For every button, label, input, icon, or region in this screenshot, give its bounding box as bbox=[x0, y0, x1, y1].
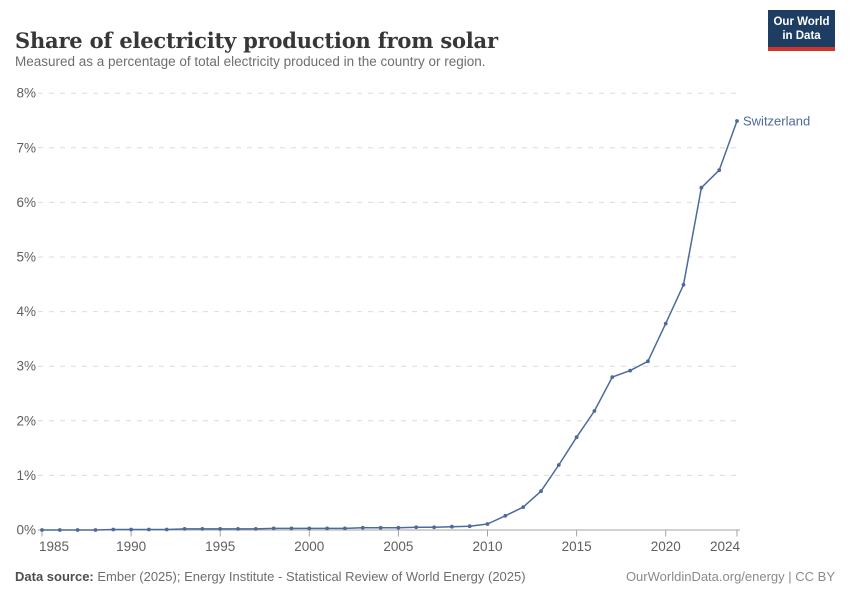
y-axis-label: 5% bbox=[16, 250, 36, 265]
data-point bbox=[218, 527, 223, 531]
data-point bbox=[556, 463, 561, 467]
x-axis-label: 2020 bbox=[651, 539, 681, 554]
page-title: Share of electricity production from sol… bbox=[15, 28, 498, 54]
data-source-label: Data source: bbox=[15, 569, 94, 584]
data-point bbox=[699, 185, 704, 190]
data-point bbox=[289, 526, 294, 531]
data-point bbox=[521, 505, 526, 509]
x-axis-label: 2024 bbox=[710, 539, 741, 554]
data-point bbox=[414, 525, 419, 530]
x-axis-label: 2015 bbox=[562, 539, 592, 554]
y-axis-label: 1% bbox=[16, 468, 36, 483]
y-axis-label: 3% bbox=[16, 359, 36, 374]
data-point bbox=[253, 527, 258, 531]
data-point bbox=[200, 527, 205, 531]
data-point bbox=[717, 168, 722, 173]
data-point bbox=[450, 524, 454, 529]
data-point bbox=[236, 527, 240, 531]
data-point bbox=[147, 527, 151, 532]
data-point bbox=[182, 527, 187, 531]
data-point bbox=[485, 522, 490, 526]
chart-footer: Data source: Ember (2025); Energy Instit… bbox=[15, 569, 835, 584]
owid-logo-line2: in Data bbox=[782, 30, 821, 42]
x-axis-label: 1985 bbox=[39, 539, 69, 554]
data-point bbox=[539, 489, 543, 494]
data-point bbox=[467, 524, 472, 529]
data-point bbox=[111, 527, 116, 532]
data-point bbox=[646, 359, 650, 364]
data-point bbox=[378, 525, 383, 530]
data-source-note: Data source: Ember (2025); Energy Instit… bbox=[15, 569, 526, 584]
data-point bbox=[40, 528, 44, 532]
x-axis-label: 2005 bbox=[383, 539, 413, 554]
data-point bbox=[592, 409, 597, 413]
x-axis-label: 2010 bbox=[472, 539, 502, 554]
y-axis-label: 0% bbox=[16, 523, 36, 538]
y-axis-label: 6% bbox=[16, 195, 36, 210]
data-point bbox=[663, 321, 668, 326]
y-axis-label: 2% bbox=[16, 413, 36, 428]
data-point bbox=[735, 119, 739, 123]
series-end-label: Switzerland bbox=[743, 114, 810, 129]
data-point bbox=[503, 513, 508, 518]
data-point bbox=[360, 525, 365, 530]
data-point bbox=[396, 525, 401, 530]
data-point bbox=[343, 526, 347, 531]
data-point bbox=[432, 525, 436, 530]
license-note: OurWorldinData.org/energy | CC BY bbox=[625, 569, 835, 584]
x-axis-label: 1990 bbox=[116, 539, 146, 554]
owid-logo-line1: Our World bbox=[773, 16, 830, 28]
data-point bbox=[129, 527, 134, 532]
data-point bbox=[75, 528, 80, 532]
data-point bbox=[57, 528, 62, 532]
data-point bbox=[628, 368, 632, 373]
x-axis-label: 1995 bbox=[205, 539, 235, 554]
y-axis-label: 8% bbox=[16, 86, 36, 101]
data-point bbox=[681, 282, 686, 287]
page-subtitle: Measured as a percentage of total electr… bbox=[15, 54, 486, 69]
data-point bbox=[93, 528, 98, 532]
data-point bbox=[271, 526, 276, 531]
data-point bbox=[164, 527, 169, 532]
data-point bbox=[325, 526, 329, 531]
y-axis-label: 4% bbox=[16, 304, 36, 319]
data-source-text: Ember (2025); Energy Institute - Statist… bbox=[93, 569, 526, 584]
owid-logo: Our World in Data bbox=[768, 10, 835, 51]
data-point bbox=[307, 526, 312, 531]
x-axis-label: 2000 bbox=[294, 539, 324, 554]
data-point bbox=[610, 375, 615, 379]
data-point bbox=[574, 435, 579, 440]
y-axis-label: 7% bbox=[16, 140, 36, 155]
series-line bbox=[41, 120, 738, 531]
